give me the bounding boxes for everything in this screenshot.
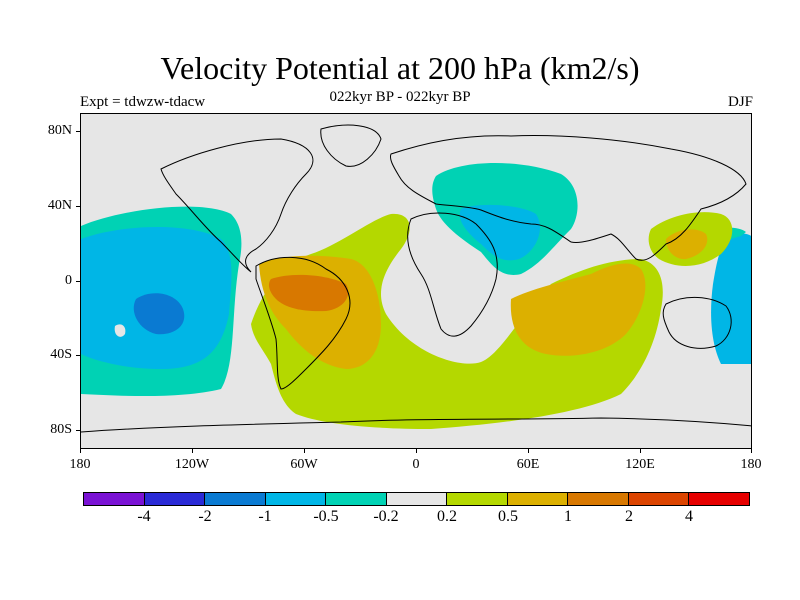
lat-tick [76,131,80,132]
lon-tick [304,449,305,453]
colorbar-swatch [326,493,387,505]
lat-label: 40N [47,198,72,213]
lon-label: 60E [516,457,540,472]
contour-neg-westpac-cyan [711,233,751,364]
experiment-label: Expt = tdwzw-tdacw [80,94,206,110]
contour-pos-orange-westpac [666,229,708,260]
coastline-greenland [320,124,382,167]
colorbar-swatch [84,493,145,505]
map-subtitle: 022kyr BP - 022kyr BP [329,89,471,105]
lat-label: 80N [47,123,72,138]
lat-label: 80S [50,422,72,437]
contour-pos-darkorange-samerica [268,274,349,312]
season-label: DJF [727,94,753,110]
coastline-australia [662,296,732,349]
lon-tick [751,449,752,453]
lon-tick [528,449,529,453]
lat-tick [76,281,80,282]
colorbar-swatch [265,493,327,505]
lon-tick [640,449,641,453]
colorbar-label: 1 [564,508,572,525]
colorbar-swatch [568,493,629,505]
lat-label: 40S [50,347,72,362]
colorbar-swatch [205,493,266,505]
lon-label: 60W [290,457,318,472]
colorbar-swatch [447,493,508,505]
coastline-antarctica [81,417,751,433]
colorbar-label: -0.2 [373,508,399,525]
lon-label: 0 [412,457,420,472]
lat-tick [76,206,80,207]
colorbar-swatch [386,493,448,505]
colorbar-label: 0.2 [437,508,457,525]
colorbar-swatch [507,493,569,505]
coastline-north-america [160,138,314,273]
colorbar-label: -4 [137,508,151,525]
colorbar-label: -2 [198,508,212,525]
lat-tick [76,430,80,431]
lon-tick [192,449,193,453]
coastline-africa [407,212,498,337]
contour-neg-pacific-blue [133,293,185,335]
lon-label: 180 [69,457,91,472]
colorbar-label: 0.5 [498,508,518,525]
map-title: Velocity Potential at 200 hPa (km2/s) [160,50,640,86]
lon-tick [80,449,81,453]
coastline-eurasia [390,135,747,261]
colorbar [83,492,750,506]
colorbar-label: -1 [258,508,272,525]
colorbar-swatch [144,493,206,505]
coastline-south-america [255,256,351,390]
colorbar-swatch [689,493,750,505]
velocity-potential-map [80,113,752,449]
lat-tick [76,355,80,356]
lon-label: 120E [625,457,655,472]
lon-label: 180 [740,457,762,472]
lon-tick [416,449,417,453]
contour-neg-pacific-white-spot [114,324,126,337]
contour-neg-asia-cyan [459,204,540,261]
coastlines [81,124,751,433]
colorbar-label: 2 [625,508,633,525]
lat-label: 0 [65,273,72,288]
colorbar-label: 4 [685,508,693,525]
colorbar-swatch [628,493,690,505]
contour-pos-orange-indian [510,263,646,356]
lon-label: 120W [174,457,210,472]
colorbar-label: -0.5 [313,508,339,525]
